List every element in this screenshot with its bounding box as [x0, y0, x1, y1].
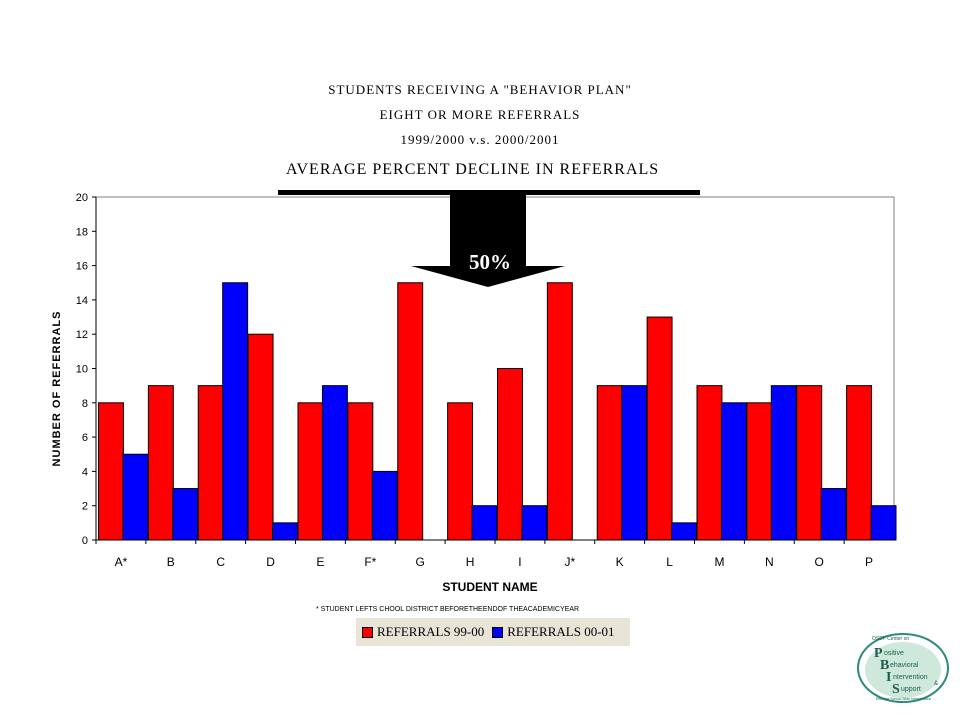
y-tick-label: 12 — [76, 329, 88, 341]
title-line-1: STUDENTS RECEIVING A "BEHAVIOR PLAN" — [328, 82, 632, 97]
y-tick-label: 10 — [76, 364, 88, 376]
bar-referrals-00-01 — [471, 505, 498, 541]
bar-referrals-99-00 — [397, 282, 424, 541]
y-tick-label: 16 — [76, 261, 88, 273]
title-line-3: 1999/2000 v.s. 2000/2001 — [400, 132, 560, 147]
logo-letter-i: I — [886, 670, 891, 685]
legend-item-00-01: REFERRALS 00-01 — [492, 624, 615, 640]
bar-referrals-99-00 — [646, 316, 673, 541]
legend-item-99-00: REFERRALS 99-00 — [362, 624, 484, 640]
y-tick-label: 18 — [76, 226, 88, 238]
logo-word-positive: ositive — [884, 650, 904, 657]
footnote: * STUDENT LEFTS CHOOL DISTRICT BEFORETHE… — [316, 606, 580, 613]
legend-label-99-00: REFERRALS 99-00 — [377, 624, 485, 639]
bar-referrals-00-01 — [671, 522, 697, 541]
bar-referrals-99-00 — [347, 402, 374, 541]
logo-letter-s: S — [892, 682, 900, 697]
x-tick-label: A* — [115, 555, 128, 569]
bar-referrals-00-01 — [222, 282, 249, 541]
bar-referrals-00-01 — [272, 522, 298, 541]
bar-referrals-99-00 — [147, 385, 174, 541]
decline-arrow-icon — [411, 194, 565, 287]
bar-referrals-99-00 — [846, 385, 873, 541]
bar-referrals-99-00 — [496, 368, 523, 541]
y-tick-label: 20 — [76, 192, 88, 204]
x-tick-label: E — [316, 555, 324, 569]
x-tick-label: B — [167, 555, 175, 569]
callout-box: AVERAGE PERCENT DECLINE IN REFERRALS — [278, 150, 700, 195]
bar-referrals-99-00 — [297, 402, 324, 541]
bar-referrals-00-01 — [820, 488, 847, 541]
bar-referrals-00-01 — [321, 385, 348, 541]
bar-referrals-99-00 — [247, 333, 274, 541]
logo-letter-b: B — [880, 658, 889, 673]
title-line-2: EIGHT OR MORE REFERRALS — [379, 107, 581, 122]
x-tick-label: I — [518, 555, 521, 569]
logo-ampersand: & — [934, 681, 938, 687]
bar-referrals-00-01 — [621, 385, 648, 541]
logo-word-support: upport — [901, 686, 921, 693]
bar-referrals-99-00 — [696, 385, 723, 541]
bar-referrals-99-00 — [596, 385, 623, 541]
y-axis-title: NUMBER OF REFERRALS — [51, 311, 63, 467]
bar-referrals-99-00 — [796, 385, 823, 541]
legend-label-00-01: REFERRALS 00-01 — [507, 624, 615, 639]
y-tick-label: 6 — [82, 432, 88, 444]
bar-referrals-00-01 — [521, 505, 548, 541]
x-tick-label: G — [416, 555, 425, 569]
logo-letter-p: P — [874, 646, 883, 661]
bar-referrals-99-00 — [746, 402, 773, 541]
x-tick-label: F* — [364, 555, 376, 569]
logo-word-intervention: ntervention — [893, 674, 928, 681]
x-tick-label: N — [765, 555, 774, 569]
x-tick-label: J* — [564, 555, 575, 569]
x-axis-title: STUDENT NAME — [442, 580, 537, 594]
y-tick-label: 14 — [76, 295, 88, 307]
bar-referrals-99-00 — [447, 402, 474, 541]
bar-referrals-00-01 — [770, 385, 797, 541]
bar-referrals-00-01 — [172, 488, 199, 541]
bar-referrals-99-00 — [97, 402, 124, 541]
y-tick-label: 0 — [82, 535, 88, 547]
x-tick-label: L — [666, 555, 673, 569]
bar-referrals-00-01 — [720, 402, 747, 541]
x-tick-label: O — [815, 555, 824, 569]
pbis-logo: OSEP Center on P ositive B ehavioral I n… — [857, 633, 949, 703]
bar-referrals-99-00 — [197, 385, 224, 541]
bar-referrals-00-01 — [870, 505, 897, 541]
chart-legend: REFERRALS 99-00 REFERRALS 00-01 — [356, 618, 630, 646]
legend-swatch-red — [362, 626, 373, 638]
x-tick-label: H — [466, 555, 475, 569]
y-tick-label: 4 — [82, 466, 88, 478]
x-tick-label: C — [216, 555, 225, 569]
x-tick-label: D — [266, 555, 275, 569]
x-tick-label: P — [865, 555, 873, 569]
bar-referrals-99-00 — [546, 282, 573, 541]
legend-swatch-blue — [492, 626, 504, 638]
callout-label: AVERAGE PERCENT DECLINE IN REFERRALS — [278, 150, 700, 190]
logo-word-behavioral: ehavioral — [890, 662, 919, 669]
bar-referrals-00-01 — [122, 453, 149, 541]
y-tick-label: 8 — [82, 398, 88, 410]
logo-header: OSEP Center on — [872, 636, 909, 642]
bar-referrals-00-01 — [371, 470, 398, 541]
x-tick-label: M — [714, 555, 724, 569]
logo-tagline: Effective School-Wide Interventions — [876, 697, 931, 701]
callout-value: 50% — [469, 250, 511, 274]
x-tick-label: K — [616, 555, 624, 569]
chart-title: STUDENTS RECEIVING A "BEHAVIOR PLAN" EIG… — [0, 80, 960, 155]
y-tick-label: 2 — [82, 501, 88, 513]
